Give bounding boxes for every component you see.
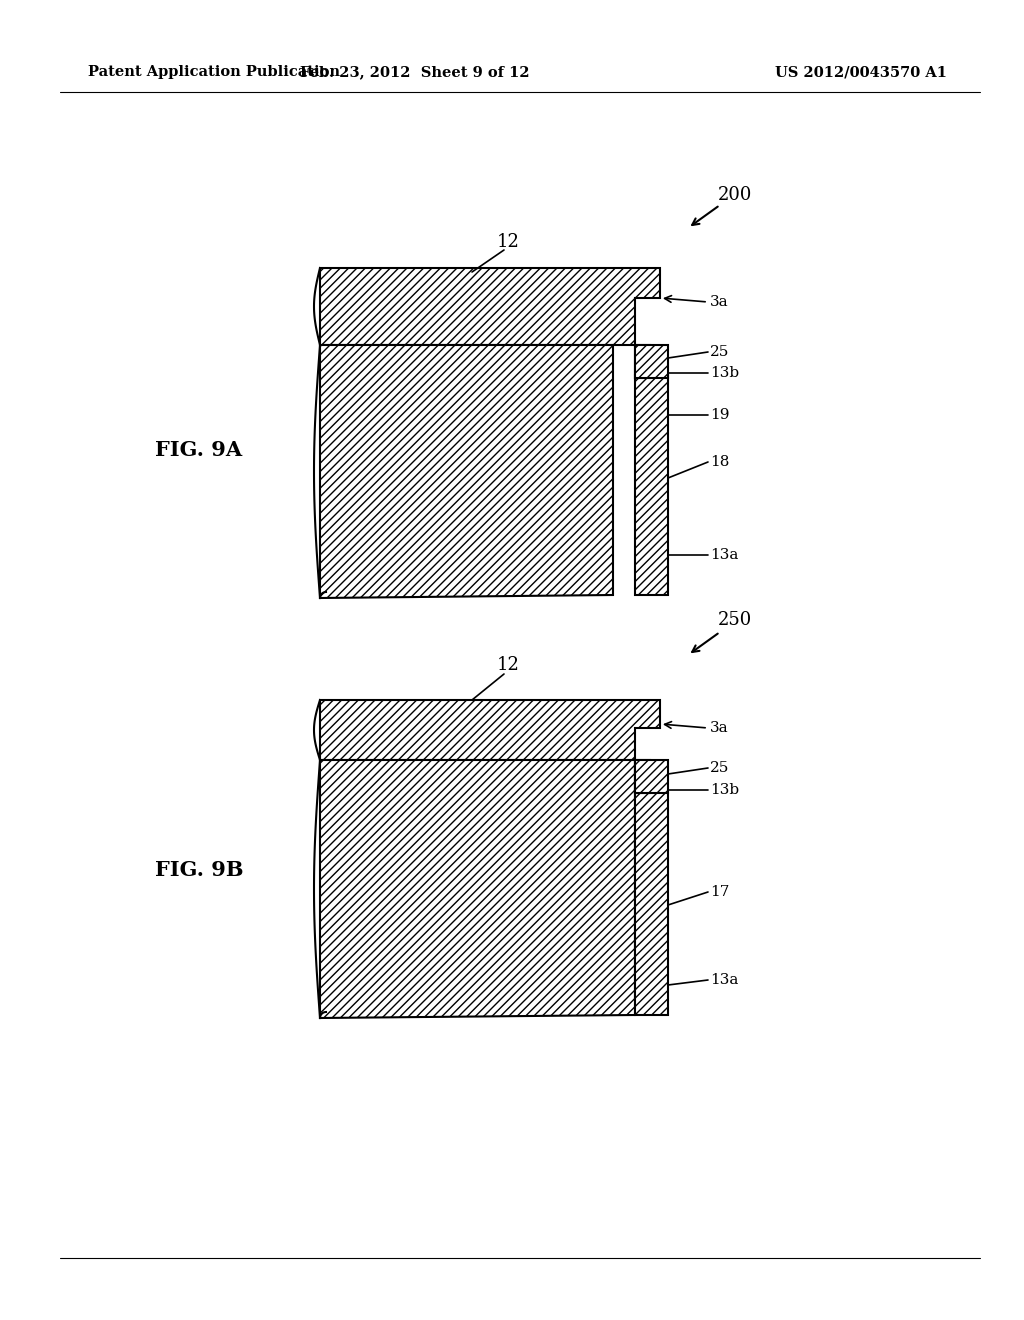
- Text: 3a: 3a: [710, 294, 729, 309]
- Text: 250: 250: [718, 611, 752, 630]
- Text: 13a: 13a: [710, 973, 738, 987]
- Text: US 2012/0043570 A1: US 2012/0043570 A1: [775, 65, 947, 79]
- Text: 13b: 13b: [710, 366, 739, 380]
- Text: 17: 17: [710, 884, 729, 899]
- Polygon shape: [635, 760, 668, 793]
- Text: 25: 25: [710, 345, 729, 359]
- Polygon shape: [635, 375, 668, 595]
- Text: 19: 19: [710, 408, 729, 422]
- Polygon shape: [635, 345, 650, 378]
- Text: 25: 25: [710, 762, 729, 775]
- Polygon shape: [635, 345, 668, 378]
- Text: 13a: 13a: [710, 548, 738, 562]
- Polygon shape: [319, 700, 660, 760]
- Text: 12: 12: [497, 234, 519, 251]
- Polygon shape: [319, 268, 660, 345]
- Text: 3a: 3a: [710, 721, 729, 735]
- Polygon shape: [635, 789, 668, 1015]
- Text: FIG. 9B: FIG. 9B: [155, 861, 244, 880]
- Text: 200: 200: [718, 186, 753, 205]
- Text: 13b: 13b: [710, 783, 739, 797]
- Text: FIG. 9A: FIG. 9A: [155, 440, 242, 459]
- Polygon shape: [319, 760, 635, 1018]
- Text: Feb. 23, 2012  Sheet 9 of 12: Feb. 23, 2012 Sheet 9 of 12: [300, 65, 529, 79]
- Polygon shape: [319, 345, 613, 598]
- Text: 18: 18: [710, 455, 729, 469]
- Text: 12: 12: [497, 656, 519, 675]
- Polygon shape: [635, 760, 650, 793]
- Text: Patent Application Publication: Patent Application Publication: [88, 65, 340, 79]
